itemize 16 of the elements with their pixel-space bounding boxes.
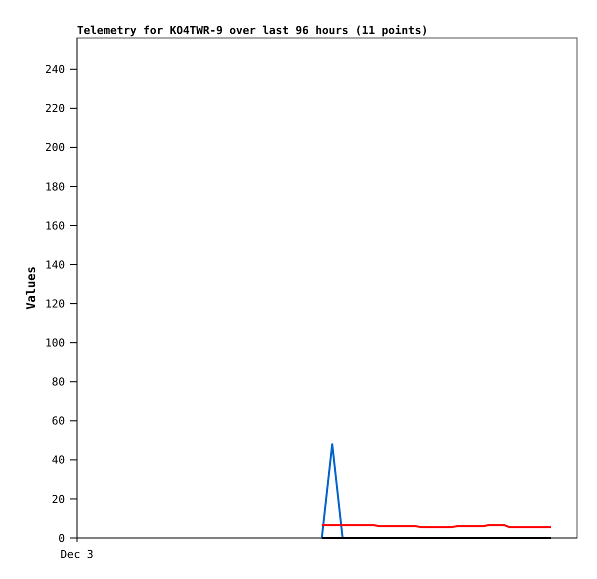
x-tick-label: Dec 3 bbox=[60, 548, 94, 561]
y-tick-label: 40 bbox=[52, 454, 65, 467]
y-tick-label: 120 bbox=[45, 297, 65, 310]
y-tick-label: 240 bbox=[45, 63, 65, 76]
y-tick-label: 60 bbox=[52, 414, 65, 428]
y-axis-title: Values bbox=[24, 266, 38, 310]
y-tick-label: 140 bbox=[45, 258, 65, 272]
y-tick-label: 100 bbox=[45, 336, 65, 350]
y-tick-label: 220 bbox=[45, 102, 65, 116]
y-tick-label: 200 bbox=[45, 141, 65, 154]
y-tick-label: 20 bbox=[52, 492, 65, 506]
y-tick-label: 80 bbox=[52, 376, 65, 389]
y-tick-label: 160 bbox=[45, 219, 65, 232]
y-tick-label: 180 bbox=[45, 180, 65, 194]
chart-title: Telemetry for KO4TWR-9 over last 96 hours (11 points) bbox=[77, 24, 428, 37]
y-tick-label: 0 bbox=[58, 532, 65, 545]
